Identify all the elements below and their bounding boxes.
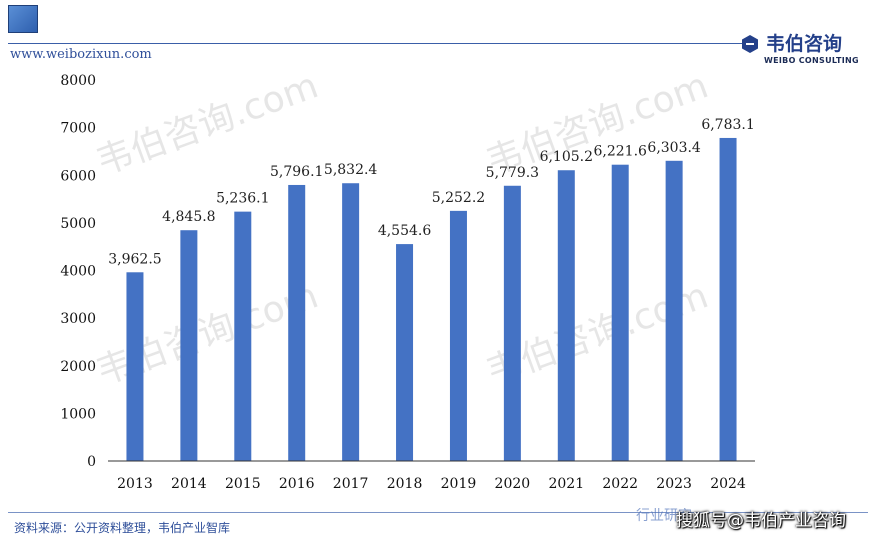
corner-square xyxy=(8,5,38,33)
site-url: www.weibozixun.com xyxy=(10,47,152,62)
data-label: 4,554.6 xyxy=(378,223,432,239)
bar xyxy=(665,160,683,461)
y-tick-label: 0 xyxy=(87,454,96,470)
bar xyxy=(126,272,144,461)
bar xyxy=(288,184,306,461)
data-label: 6,783.1 xyxy=(701,117,754,133)
x-tick-label: 2016 xyxy=(279,476,315,492)
x-tick-label: 2017 xyxy=(333,476,369,492)
x-tick-label: 2022 xyxy=(602,476,638,492)
attribution-watermark: 搜狐号@韦伯产业咨询 xyxy=(676,511,846,531)
y-tick-label: 4000 xyxy=(60,264,96,280)
data-label: 5,832.4 xyxy=(324,162,378,178)
x-tick-label: 2014 xyxy=(171,476,207,492)
data-label: 5,252.2 xyxy=(432,190,485,206)
data-label: 6,303.4 xyxy=(647,140,701,156)
x-tick-label: 2024 xyxy=(710,476,746,492)
y-tick-label: 7000 xyxy=(60,121,96,137)
bar xyxy=(180,230,198,461)
y-tick-label: 1000 xyxy=(60,406,96,422)
x-tick-label: 2023 xyxy=(656,476,692,492)
footer-divider xyxy=(8,512,868,513)
bar xyxy=(557,170,575,461)
x-tick-label: 2013 xyxy=(117,476,153,492)
bar xyxy=(503,185,521,461)
bar xyxy=(342,183,360,462)
y-tick-label: 3000 xyxy=(60,311,96,327)
hexagon-logo-icon xyxy=(742,35,758,53)
y-tick-label: 6000 xyxy=(60,168,96,184)
data-label: 4,845.8 xyxy=(162,209,215,225)
x-tick-label: 2020 xyxy=(495,476,531,492)
data-label: 6,221.6 xyxy=(593,144,647,160)
footer-mark: 行业研究 xyxy=(636,508,692,524)
y-tick-label: 8000 xyxy=(60,73,96,89)
header-divider xyxy=(8,43,744,44)
bar xyxy=(449,210,467,461)
x-tick-label: 2015 xyxy=(225,476,261,492)
x-tick-label: 2019 xyxy=(441,476,477,492)
bar xyxy=(719,137,737,461)
x-tick-label: 2021 xyxy=(548,476,584,492)
data-label: 6,105.2 xyxy=(540,149,593,165)
bar xyxy=(396,244,414,461)
data-label: 5,796.1 xyxy=(270,164,323,180)
data-label: 5,236.1 xyxy=(216,191,269,207)
bar xyxy=(234,211,252,461)
logo-chinese: 韦伯咨询 xyxy=(766,33,843,55)
bar xyxy=(611,164,629,462)
data-label: 5,779.3 xyxy=(486,165,539,181)
x-tick-label: 2018 xyxy=(387,476,423,492)
y-tick-label: 2000 xyxy=(60,359,96,375)
y-tick-label: 5000 xyxy=(60,216,96,232)
source-note: 资料来源：公开资料整理，韦伯产业智库 xyxy=(14,521,231,535)
logo-english: WEIBO CONSULTING xyxy=(764,56,859,65)
data-label: 3,962.5 xyxy=(108,251,161,267)
